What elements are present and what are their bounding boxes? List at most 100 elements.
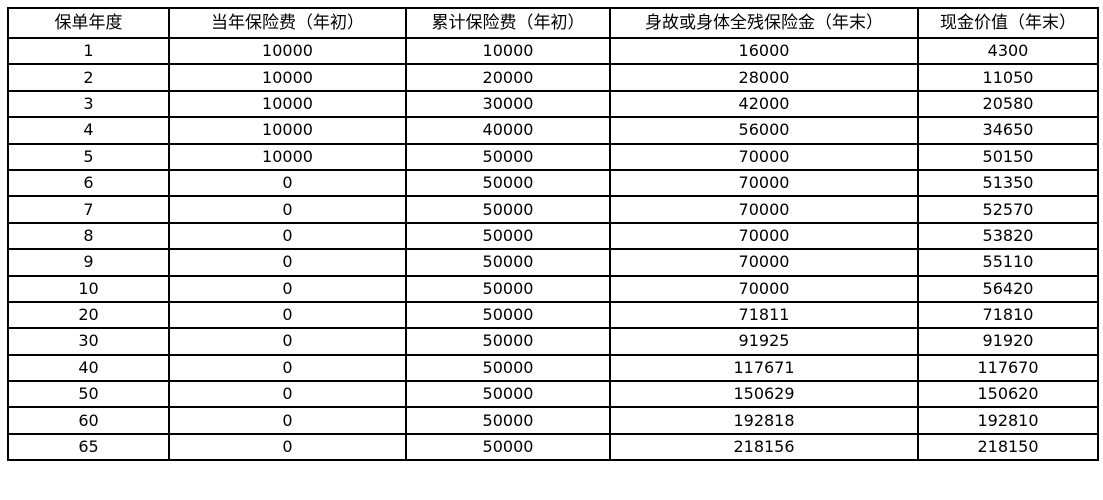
table-cell: 9 [7,248,170,277]
table-cell: 10 [7,274,170,303]
table-cell: 51350 [917,168,1099,198]
table-cell: 50000 [405,274,611,303]
table-cell: 70000 [609,274,919,303]
table-row: 2 10000 20000 28000 11050 [7,63,1099,92]
table-cell: 0 [168,221,407,251]
table-cell: 71811 [609,300,919,330]
table-cell: 20580 [917,89,1099,119]
table-cell: 6 [7,168,170,198]
table-cell: 4300 [917,36,1099,66]
table-cell: 34650 [917,116,1099,145]
table-cell: 70000 [609,168,919,198]
table-cell: 40 [7,353,170,383]
column-header: 身故或身体全残保险金（年末） [609,7,919,39]
table-cell: 50000 [405,248,611,277]
header-row: 保单年度 当年保险费（年初） 累计保险费（年初） 身故或身体全残保险金（年末） 现金价值… [7,7,1099,39]
table-cell: 42000 [609,89,919,119]
table-cell: 91925 [609,327,919,356]
table-cell: 10000 [168,89,407,119]
table-cell: 0 [168,300,407,330]
table-row: 4 10000 40000 56000 34650 [7,116,1099,145]
table-cell: 70000 [609,195,919,224]
table-cell: 10000 [168,142,407,171]
column-header: 累计保险费（年初） [405,7,611,39]
table-row: 65 0 50000 218156 218150 [7,432,1099,462]
table-row: 7 0 50000 70000 52570 [7,195,1099,224]
table-cell: 70000 [609,221,919,251]
table-row: 5 10000 50000 70000 50150 [7,142,1099,171]
table-row: 40 0 50000 117671 117670 [7,353,1099,383]
table-cell: 0 [168,432,407,462]
table-cell: 28000 [609,63,919,92]
table-cell: 50 [7,380,170,409]
table-cell: 8 [7,221,170,251]
table-cell: 20000 [405,63,611,92]
table-cell: 71810 [917,300,1099,330]
table-cell: 1 [7,36,170,66]
table-cell: 192818 [609,406,919,435]
table-cell: 0 [168,168,407,198]
table-cell: 218150 [917,432,1099,462]
table-cell: 150629 [609,380,919,409]
table-cell: 70000 [609,248,919,277]
table-cell: 52570 [917,195,1099,224]
table-cell: 7 [7,195,170,224]
table-cell: 192810 [917,406,1099,435]
table-cell: 0 [168,248,407,277]
table-cell: 0 [168,406,407,435]
table-cell: 50000 [405,142,611,171]
table-row: 30 0 50000 91925 91920 [7,327,1099,356]
table-row: 60 0 50000 192818 192810 [7,406,1099,435]
column-header: 保单年度 [7,7,170,39]
table-row: 1 10000 10000 16000 4300 [7,36,1099,66]
policy-value-table: 保单年度 当年保险费（年初） 累计保险费（年初） 身故或身体全残保险金（年末） 现金价值… [7,7,1099,462]
table-cell: 0 [168,380,407,409]
table-cell: 150620 [917,380,1099,409]
table-cell: 0 [168,195,407,224]
table-cell: 56000 [609,116,919,145]
table-cell: 16000 [609,36,919,66]
table-cell: 10000 [168,36,407,66]
table-cell: 70000 [609,142,919,171]
table-cell: 50000 [405,168,611,198]
table-cell: 50000 [405,221,611,251]
table-cell: 30000 [405,89,611,119]
table-row: 3 10000 30000 42000 20580 [7,89,1099,119]
table-cell: 65 [7,432,170,462]
table-cell: 10000 [168,63,407,92]
table-cell: 3 [7,89,170,119]
table-cell: 10000 [405,36,611,66]
table-cell: 50000 [405,195,611,224]
table-row: 50 0 50000 150629 150620 [7,380,1099,409]
table-cell: 50000 [405,406,611,435]
table-cell: 117671 [609,353,919,383]
table-cell: 55110 [917,248,1099,277]
table-cell: 0 [168,274,407,303]
table-cell: 50150 [917,142,1099,171]
table-cell: 4 [7,116,170,145]
table-cell: 56420 [917,274,1099,303]
table-cell: 60 [7,406,170,435]
column-header: 当年保险费（年初） [168,7,407,39]
table-row: 8 0 50000 70000 53820 [7,221,1099,251]
table-cell: 50000 [405,353,611,383]
table-cell: 5 [7,142,170,171]
table-cell: 218156 [609,432,919,462]
table-cell: 30 [7,327,170,356]
table-cell: 50000 [405,300,611,330]
table-cell: 91920 [917,327,1099,356]
table-cell: 40000 [405,116,611,145]
table-cell: 0 [168,353,407,383]
table-cell: 0 [168,327,407,356]
column-header: 现金价值（年末） [917,7,1099,39]
table-cell: 2 [7,63,170,92]
table-row: 6 0 50000 70000 51350 [7,168,1099,198]
table-cell: 10000 [168,116,407,145]
table-row: 10 0 50000 70000 56420 [7,274,1099,303]
table-cell: 11050 [917,63,1099,92]
table-cell: 53820 [917,221,1099,251]
table-row: 9 0 50000 70000 55110 [7,248,1099,277]
table-cell: 50000 [405,380,611,409]
table-cell: 20 [7,300,170,330]
table-row: 20 0 50000 71811 71810 [7,300,1099,330]
